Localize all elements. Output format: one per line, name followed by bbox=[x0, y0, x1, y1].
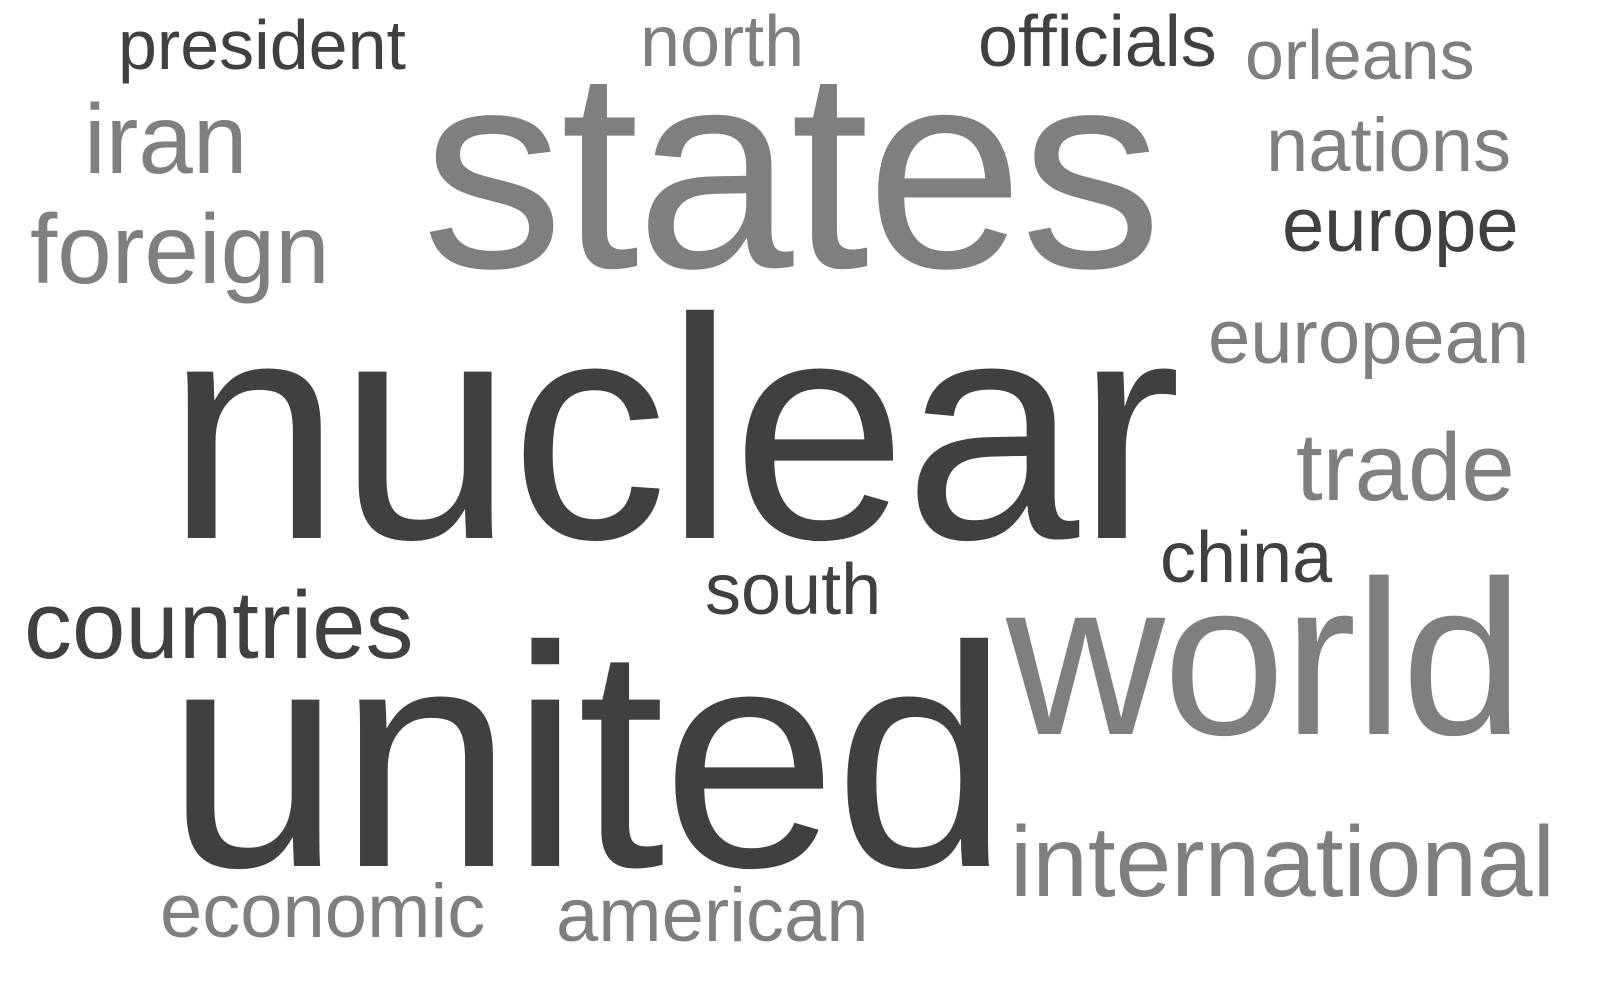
word-european: european bbox=[1208, 295, 1530, 380]
word-iran: iran bbox=[84, 84, 248, 194]
word-president: president bbox=[118, 6, 406, 84]
word-orleans: orleans bbox=[1245, 16, 1475, 94]
word-american: american bbox=[556, 873, 869, 958]
word-economic: economic bbox=[160, 869, 486, 954]
word-foreign: foreign bbox=[30, 194, 330, 304]
word-united: united bbox=[166, 581, 1009, 933]
word-europe: europe bbox=[1282, 183, 1519, 268]
word-countries: countries bbox=[24, 572, 414, 679]
word-china: china bbox=[1160, 518, 1333, 598]
word-nuclear: nuclear bbox=[166, 253, 1181, 605]
word-north: north bbox=[640, 2, 805, 82]
word-international: international bbox=[1010, 806, 1555, 918]
word-trade: trade bbox=[1296, 414, 1515, 521]
word-world: world bbox=[1006, 535, 1524, 781]
word-nations: nations bbox=[1266, 103, 1512, 188]
word-officials: officials bbox=[978, 2, 1217, 82]
word-states: states bbox=[422, 11, 1162, 327]
word-south: south bbox=[705, 550, 882, 630]
